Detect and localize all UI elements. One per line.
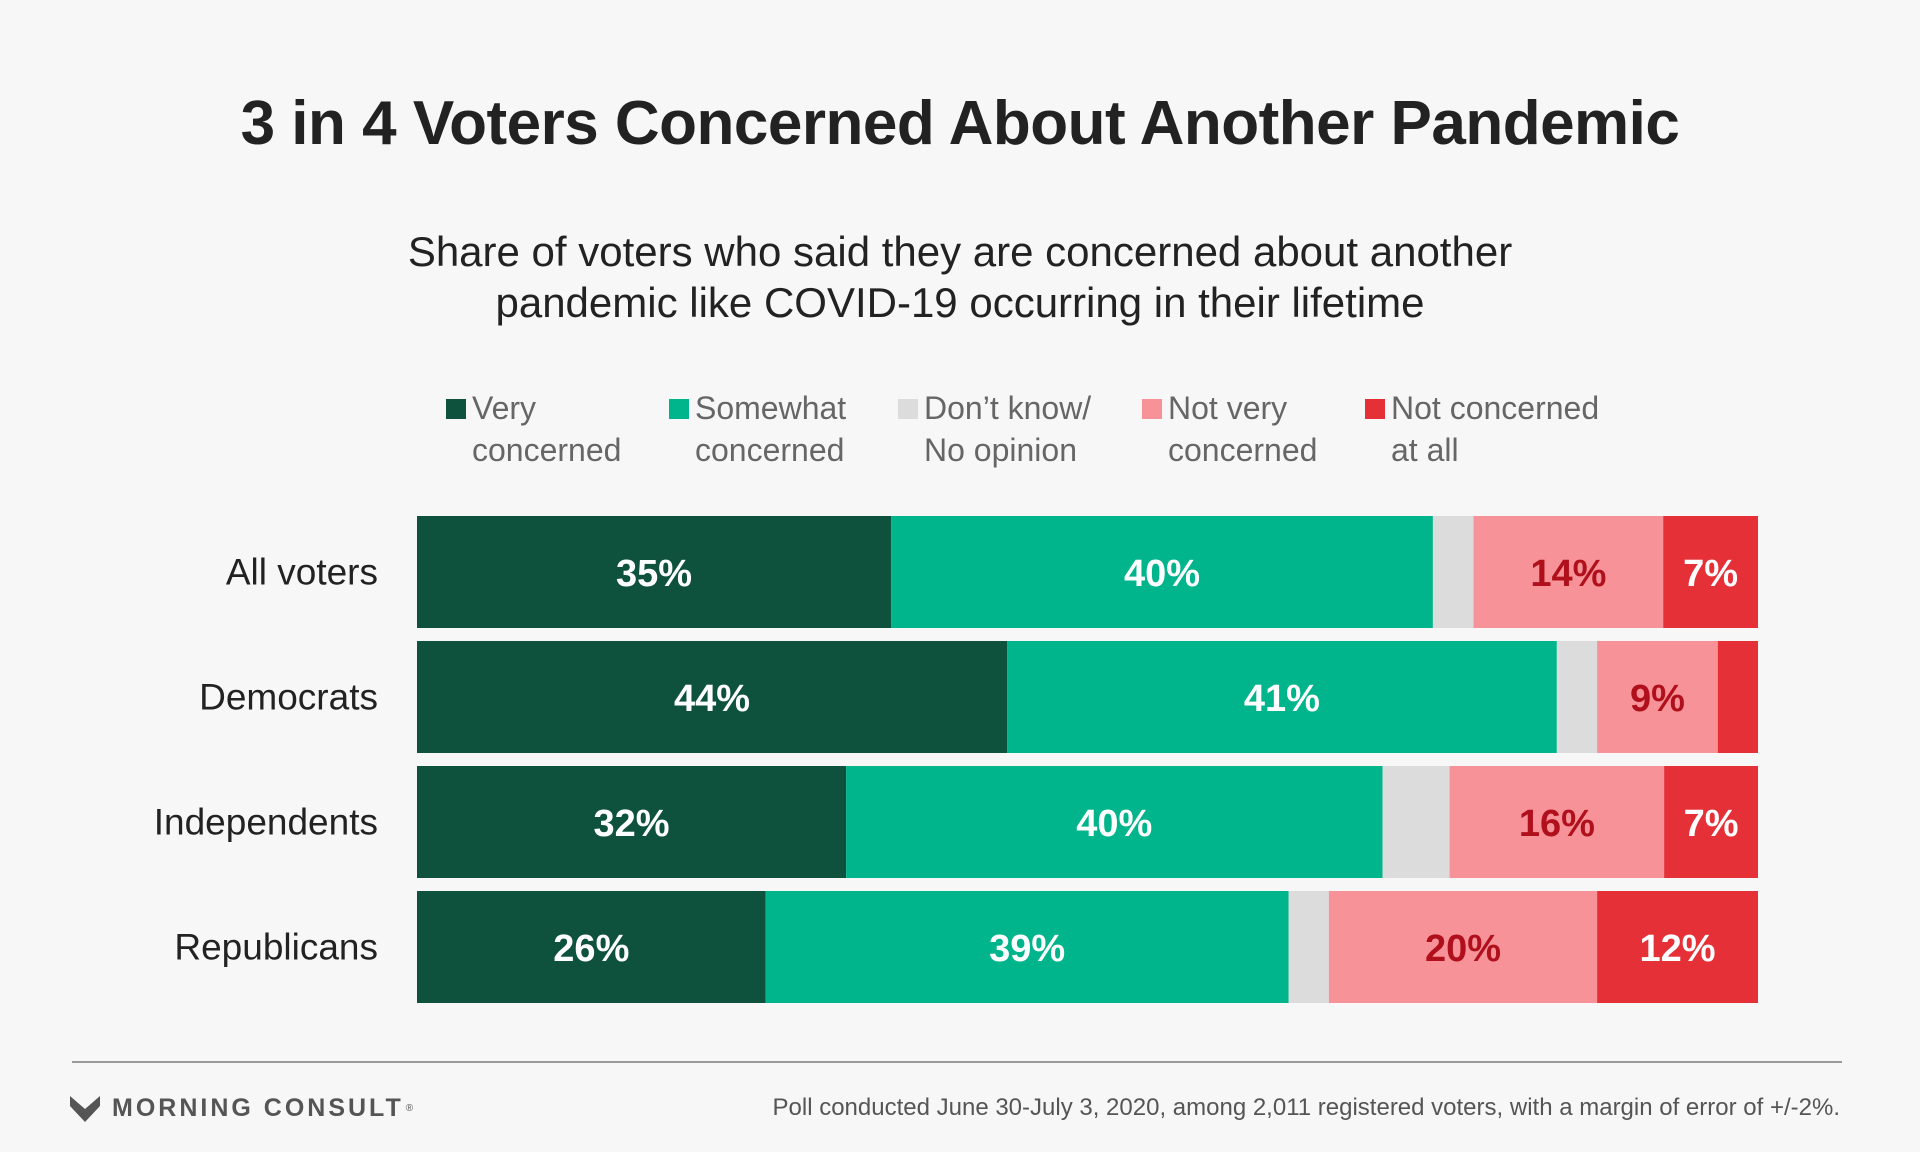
legend-label: Not concerned at all	[1391, 390, 1600, 468]
bar-segment	[1288, 891, 1329, 1003]
footer-divider	[72, 1061, 1842, 1063]
data-label: 44%	[674, 678, 750, 720]
data-label: 32%	[594, 803, 670, 845]
data-label: 40%	[1076, 803, 1152, 845]
legend-label: Don’t know/ No opinion	[924, 390, 1092, 468]
bar-segment	[1663, 516, 1758, 628]
legend-swatch	[669, 399, 689, 419]
legend-item-dont-know: Don’t know/ No opinion	[898, 387, 1091, 471]
legend-item-very-concerned: Very concerned	[446, 387, 621, 471]
bar-segment	[1432, 516, 1474, 628]
brand-name: MORNING CONSULT	[112, 1094, 404, 1122]
brand-registered-mark: ®	[405, 1103, 414, 1114]
bar-segment	[1664, 766, 1758, 878]
bar-segment	[1382, 766, 1450, 878]
legend-item-not-concerned-at-all: Not concerned at all	[1365, 387, 1599, 471]
data-label: 39%	[989, 928, 1065, 970]
data-label: 12%	[1640, 928, 1716, 970]
bar-segment	[417, 891, 766, 1003]
category-label: Democrats	[199, 677, 378, 718]
legend-swatch	[1142, 399, 1162, 419]
data-label: 20%	[1425, 928, 1501, 970]
category-label: All voters	[226, 552, 378, 593]
legend-item-somewhat-concerned: Somewhat concerned	[669, 387, 846, 471]
data-label: 7%	[1684, 803, 1739, 845]
data-label: 14%	[1530, 553, 1606, 595]
chart-subtitle: Share of voters who said they are concer…	[407, 228, 1513, 326]
legend-item-not-very-concerned: Not very concerned	[1142, 387, 1317, 471]
legend-swatch	[1365, 399, 1385, 419]
morning-consult-logo-icon	[70, 1095, 100, 1122]
bar-segment	[1328, 891, 1598, 1003]
data-label: 9%	[1630, 678, 1685, 720]
bar-segment	[1007, 641, 1557, 753]
bar-segment	[1449, 766, 1665, 878]
data-label: 7%	[1683, 553, 1738, 595]
bar-segment	[891, 516, 1433, 628]
bar-segment	[1597, 891, 1758, 1003]
bar-segment	[1597, 641, 1718, 753]
footnote: Poll conducted June 30-July 3, 2020, amo…	[772, 1094, 1840, 1121]
legend-label: Very concerned	[472, 390, 622, 468]
bar-segment	[846, 766, 1383, 878]
brand-logo: MORNING CONSULT ®	[70, 1094, 413, 1123]
bar-segment	[417, 516, 892, 628]
legend: Very concerned Somewhat concerned Don’t …	[0, 387, 1920, 487]
data-label: 40%	[1124, 553, 1200, 595]
category-label: Republicans	[174, 927, 378, 968]
chart-title: 3 in 4 Voters Concerned About Another Pa…	[240, 89, 1680, 158]
bar-segment	[765, 891, 1289, 1003]
data-label: 35%	[616, 553, 692, 595]
data-label: 16%	[1519, 803, 1595, 845]
legend-label: Not very concerned	[1168, 390, 1318, 468]
legend-swatch	[446, 399, 466, 419]
bar-segment	[417, 766, 847, 878]
bar-segment	[1717, 641, 1758, 753]
bar-segment	[1556, 641, 1598, 753]
bar-segment	[417, 641, 1008, 753]
legend-swatch	[898, 399, 918, 419]
bar-segment	[1473, 516, 1664, 628]
legend-label: Somewhat concerned	[695, 390, 847, 468]
category-label: Independents	[154, 802, 378, 843]
data-label: 26%	[553, 928, 629, 970]
data-label: 41%	[1244, 678, 1320, 720]
